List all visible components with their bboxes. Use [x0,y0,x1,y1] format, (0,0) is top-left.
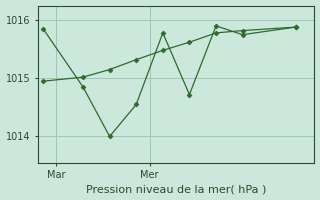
X-axis label: Pression niveau de la mer( hPa ): Pression niveau de la mer( hPa ) [86,184,266,194]
